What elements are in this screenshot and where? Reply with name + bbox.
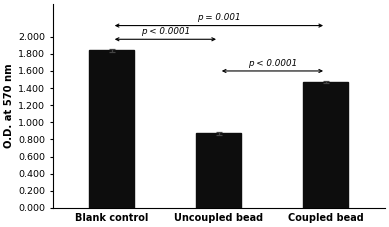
Text: p = 0.001: p = 0.001	[197, 13, 241, 22]
Bar	[89, 50, 134, 208]
Text: p < 0.0001: p < 0.0001	[248, 59, 297, 68]
Y-axis label: O.D. at 570 nm: O.D. at 570 nm	[4, 64, 14, 148]
Text: p < 0.0001: p < 0.0001	[141, 27, 190, 36]
Bar	[196, 133, 242, 208]
Bar	[303, 82, 349, 208]
